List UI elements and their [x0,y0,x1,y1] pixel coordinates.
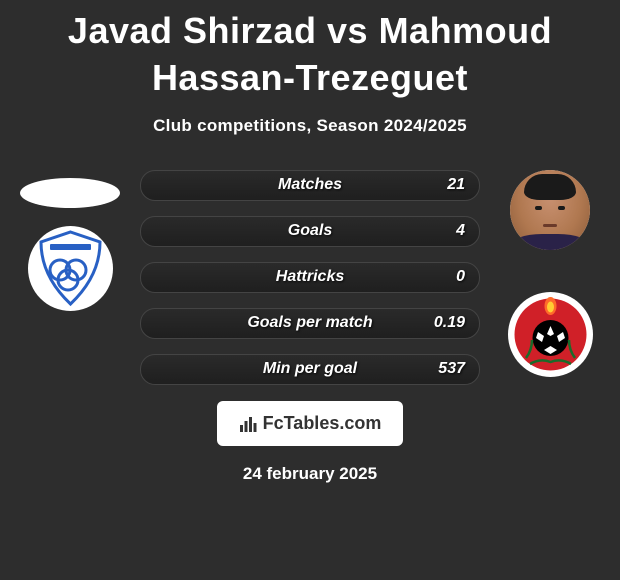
fctables-label: FcTables.com [263,413,382,433]
stat-value-right: 21 [447,176,465,194]
footer: FcTables.com 24 february 2025 [0,401,620,484]
stat-row: Matches 21 [140,170,480,201]
subtitle: Club competitions, Season 2024/2025 [0,116,620,136]
stats-list: Matches 21 Goals 4 Hattricks 0 Goals per… [140,170,480,385]
fctables-badge: FcTables.com [217,401,404,446]
stat-row: Hattricks 0 [140,262,480,293]
comparison-content: Matches 21 Goals 4 Hattricks 0 Goals per… [0,170,620,385]
stat-row: Goals per match 0.19 [140,308,480,339]
right-column [490,170,610,377]
stat-value-right: 0 [456,268,465,286]
stat-label: Min per goal [263,360,357,378]
player-photo-right [510,170,590,250]
shield-icon [28,226,113,311]
player-photo-left [20,178,120,208]
page-title: Javad Shirzad vs Mahmoud Hassan-Trezegue… [0,0,620,102]
club-logo-right [508,292,593,377]
club-logo-left [28,226,113,311]
left-column [10,170,130,311]
date-label: 24 february 2025 [0,464,620,484]
stat-row: Goals 4 [140,216,480,247]
stat-label: Goals per match [247,314,372,332]
avatar-icon [510,170,590,250]
stat-label: Hattricks [276,268,344,286]
stat-label: Matches [278,176,342,194]
stat-value-right: 537 [438,360,465,378]
bars-icon [239,415,259,433]
emblem-icon [508,292,593,377]
stat-label: Goals [288,222,332,240]
stat-value-right: 4 [456,222,465,240]
stat-value-right: 0.19 [434,314,465,332]
stat-row: Min per goal 537 [140,354,480,385]
